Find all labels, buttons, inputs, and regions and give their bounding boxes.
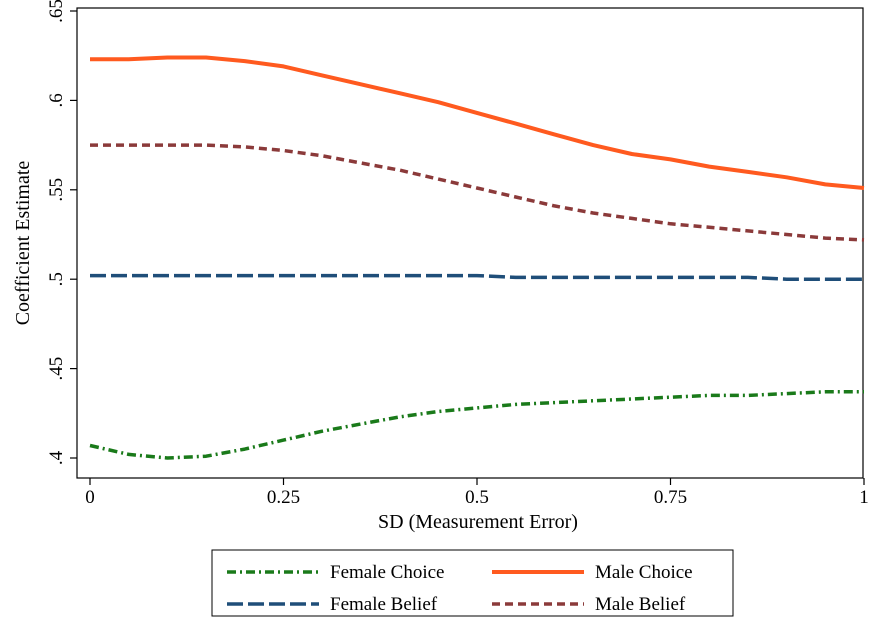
series-line-male-choice bbox=[90, 55, 865, 190]
x-tick-label: 0 bbox=[85, 487, 95, 508]
y-tick-label: .6 bbox=[46, 93, 67, 107]
y-tick-label: .5 bbox=[46, 272, 67, 286]
legend-label-female-belief: Female Belief bbox=[330, 594, 438, 615]
x-tick-label: 0.5 bbox=[465, 487, 489, 508]
plot-area-frame bbox=[76, 7, 864, 479]
x-axis: 0 0.25 0.5 0.75 1 bbox=[85, 478, 869, 508]
legend-label-male-belief: Male Belief bbox=[595, 594, 686, 615]
y-axis-title: Coefficient Estimate bbox=[12, 161, 34, 326]
x-axis-title: SD (Measurement Error) bbox=[378, 511, 578, 533]
x-tick-label: 0.75 bbox=[654, 487, 687, 508]
legend-label-male-choice: Male Choice bbox=[595, 562, 693, 583]
legend-label-female-choice: Female Choice bbox=[330, 562, 445, 583]
y-tick-label: .4 bbox=[46, 450, 67, 465]
series-line-female-choice bbox=[89, 390, 864, 460]
legend: Female Choice Male Choice Female Belief Mal… bbox=[211, 549, 734, 617]
y-tick-label: .55 bbox=[46, 178, 67, 202]
series-line-male-belief bbox=[90, 143, 865, 242]
x-tick-label: 0.25 bbox=[267, 487, 300, 508]
series-line-female-belief bbox=[90, 273, 864, 281]
y-tick-label: .45 bbox=[46, 357, 67, 381]
y-axis: .4 .45 .5 .55 .6 .65 bbox=[46, 0, 77, 465]
y-tick-label: .65 bbox=[46, 0, 67, 23]
series-layer bbox=[89, 55, 865, 460]
x-tick-label: 1 bbox=[859, 487, 869, 508]
